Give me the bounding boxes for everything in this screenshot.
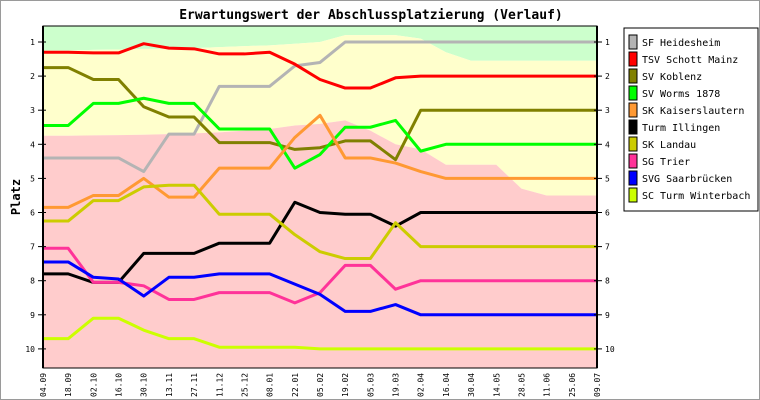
y-tick-label-right: 8	[605, 277, 610, 286]
y-tick-label-left: 5	[30, 174, 35, 183]
y-tick-label-right: 3	[605, 106, 610, 115]
legend-label: SVG Saarbrücken	[642, 174, 732, 185]
legend-label: SC Turm Winterbach	[642, 191, 750, 202]
y-tick-label-right: 5	[605, 174, 610, 183]
x-tick-label: 11.12	[215, 373, 224, 397]
series-lines	[43, 40, 597, 351]
series-line-3	[43, 96, 597, 170]
legend-swatch	[628, 187, 638, 203]
series-line-2	[43, 66, 597, 162]
legend-swatch	[628, 170, 638, 186]
x-tick-label: 04.09	[39, 373, 48, 397]
y-tick-label-left: 9	[30, 311, 35, 320]
legend-swatch	[628, 102, 638, 118]
y-tick-label-left: 3	[30, 106, 35, 115]
legend-label: Turm Illingen	[642, 123, 720, 134]
x-tick-label: 28.05	[517, 373, 526, 397]
legend-label: SK Kaiserslautern	[642, 106, 744, 117]
legend-label: SK Landau	[642, 140, 696, 151]
legend-label: SF Heidesheim	[642, 38, 720, 49]
y-tick-label-right: 7	[605, 243, 610, 252]
legend-box	[623, 27, 759, 212]
series-line-7	[43, 246, 597, 305]
y-tick-label-left: 4	[30, 140, 35, 149]
series-line-6	[43, 183, 597, 261]
y-tick-label-left: 10	[25, 345, 35, 354]
x-tick-label: 11.06	[543, 373, 552, 397]
x-tick-label: 14.05	[492, 373, 501, 397]
x-tick-label: 22.01	[291, 373, 300, 397]
x-tick-label: 27.11	[190, 373, 199, 397]
band-top-zone	[43, 26, 597, 61]
x-tick-label: 02.04	[417, 373, 426, 397]
y-tick-label-right: 10	[605, 345, 615, 354]
x-tick-label: 18.09	[64, 373, 73, 397]
x-tick-label: 30.10	[140, 373, 149, 397]
x-tick-label: 02.10	[89, 373, 98, 397]
chart-title: Erwartungswert der Abschlussplatzierung …	[179, 8, 563, 23]
x-tick-label: 25.12	[240, 373, 249, 397]
legend-label: SV Koblenz	[642, 72, 702, 83]
y-tick-label-right: 4	[605, 140, 610, 149]
x-tick-label: 09.07	[593, 373, 602, 397]
y-tick-label-right: 2	[605, 72, 610, 81]
series-line-0	[43, 40, 597, 174]
legend-swatch	[628, 85, 638, 101]
legend-swatch	[628, 119, 638, 135]
legend: SF Heidesheim TSV Schott Mainz SV Koblenz S…	[623, 27, 759, 212]
legend-swatch	[628, 136, 638, 152]
x-tick-label: 19.03	[392, 373, 401, 397]
series-line-1	[43, 42, 597, 90]
legend-swatch	[628, 51, 638, 67]
y-tick-label-right: 9	[605, 311, 610, 320]
y-tick-label-right: 6	[605, 209, 610, 218]
legend-swatch	[628, 153, 638, 169]
series-line-9	[43, 316, 597, 351]
x-tick-label: 19.02	[341, 373, 350, 397]
x-tick-label: 05.03	[366, 373, 375, 397]
x-tick-label: 08.01	[266, 373, 275, 397]
legend-swatch	[628, 68, 638, 84]
axes: 1 1 2 2 3 3 4 4 5 5 6 6 7 7 8 8 9 9 10 10 04.09 18.09 02.10 16.…	[25, 25, 615, 397]
y-tick-label-left: 8	[30, 277, 35, 286]
series-line-4	[43, 113, 597, 209]
x-tick-label: 13.11	[165, 373, 174, 397]
legend-swatch	[628, 34, 638, 50]
x-tick-label: 16.10	[115, 373, 124, 397]
y-tick-label-left: 2	[30, 72, 35, 81]
x-tick-label: 25.06	[568, 373, 577, 397]
legend-label: SV Worms 1878	[642, 89, 720, 100]
y-axis-label: Platz	[9, 179, 23, 215]
y-tick-label-left: 1	[30, 38, 35, 47]
series-line-5	[43, 200, 597, 284]
legend-label: SG Trier	[642, 157, 690, 168]
y-tick-label-left: 7	[30, 243, 35, 252]
y-tick-label-left: 6	[30, 209, 35, 218]
band-bottom-zone	[43, 120, 597, 369]
y-tick-label-right: 1	[605, 38, 610, 47]
series-line-8	[43, 260, 597, 317]
x-tick-label: 16.04	[442, 373, 451, 397]
x-tick-label: 30.04	[467, 373, 476, 397]
x-tick-label: 05.02	[316, 373, 325, 397]
legend-label: TSV Schott Mainz	[642, 55, 738, 66]
